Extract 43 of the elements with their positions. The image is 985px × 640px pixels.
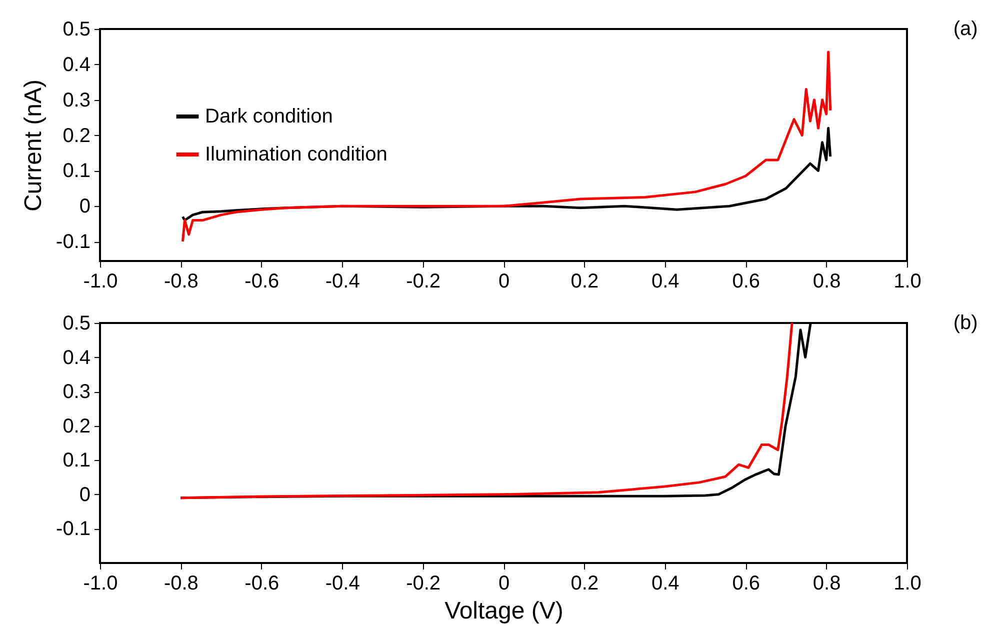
- y-tick-label: 0.2: [62, 124, 90, 147]
- y-tick-label: 0: [79, 484, 90, 506]
- text: (b): [953, 312, 978, 334]
- y-tick-label: 0.2: [62, 415, 90, 438]
- y-tick-label: 0.1: [62, 160, 90, 182]
- x-tick-label: 0.6: [732, 270, 760, 292]
- x-tick-label: -0.8: [164, 572, 198, 594]
- x-tick-label: -0.4: [325, 270, 360, 292]
- y-tick-label: 0.1: [62, 450, 90, 472]
- x-tick-label: -0.2: [406, 572, 441, 594]
- x-tick-label: 1.0: [894, 572, 922, 594]
- x-tick-label: 0.6: [732, 572, 760, 594]
- x-tick-label: -0.6: [244, 270, 280, 292]
- x-tick-label: -0.2: [406, 270, 441, 292]
- legend-label: Dark condition: [205, 106, 333, 128]
- x-tick-label: -1.0: [83, 270, 118, 292]
- y-tick-label: 0.3: [62, 381, 90, 404]
- x-tick-label: 0: [498, 270, 510, 292]
- x-tick-label: 0.4: [651, 572, 680, 594]
- text: (a): [953, 18, 978, 40]
- x-tick-label: -1.0: [83, 572, 118, 594]
- x-tick-label: 0.2: [570, 572, 599, 594]
- x-tick-label: 0.8: [812, 572, 841, 594]
- y-tick-label: 0.3: [62, 89, 90, 112]
- y-tick-label: 0.5: [62, 312, 90, 334]
- y-tick-label: 0.4: [62, 54, 90, 76]
- x-tick-label: 0.4: [651, 270, 680, 292]
- y-tick-label: 0: [79, 196, 90, 218]
- y-tick-label: 0.5: [62, 18, 90, 40]
- x-tick-label: 1.0: [894, 270, 922, 292]
- x-tick-label: 0.2: [570, 270, 599, 292]
- y-tick-label: -0.1: [56, 231, 90, 254]
- x-tick-label: 0: [498, 572, 510, 594]
- y-axis-title: Current (nA): [20, 79, 48, 212]
- y-tick-label: 0.4: [62, 346, 90, 369]
- line-series: [181, 50, 832, 243]
- x-tick-label: -0.4: [325, 572, 360, 594]
- x-tick-label: -0.8: [164, 270, 198, 292]
- x-axis-title: Voltage (V): [444, 598, 564, 624]
- x-tick-label: 0.8: [812, 270, 841, 292]
- y-tick-label: -0.1: [56, 518, 90, 540]
- x-tick-label: -0.6: [244, 572, 280, 594]
- legend-label: Ilumination condition: [205, 144, 388, 166]
